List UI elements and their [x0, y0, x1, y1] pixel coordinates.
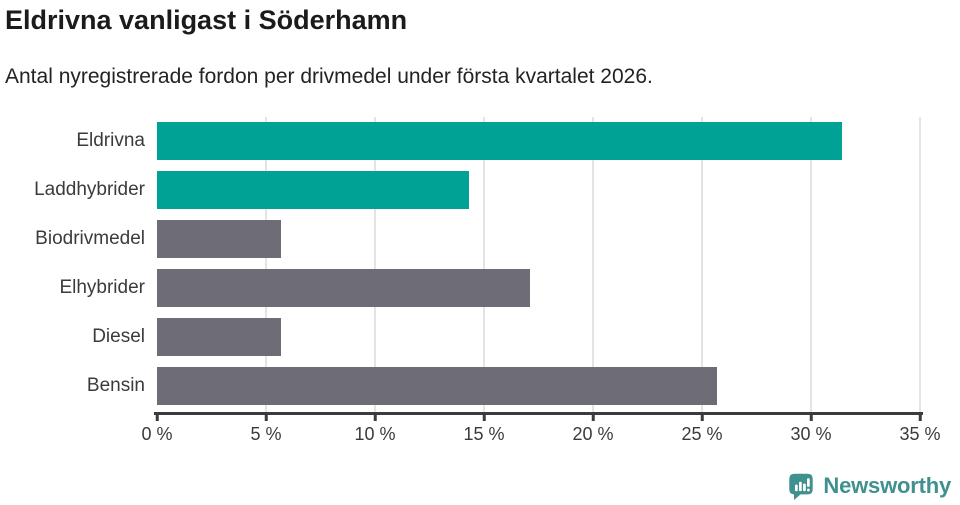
bar-diesel — [157, 317, 282, 356]
newsworthy-logo-icon — [789, 473, 814, 501]
x-axis-tick — [155, 414, 159, 421]
x-axis-tick — [264, 414, 268, 421]
brand-footer: Newsworthy — [786, 470, 951, 501]
bar-track — [157, 268, 920, 307]
x-axis-tick — [373, 414, 377, 421]
bar-eldrivna — [157, 122, 842, 161]
x-axis-tick-label: 0 % — [141, 424, 173, 444]
bar-row: Diesel — [0, 312, 920, 361]
x-axis-tick — [482, 414, 486, 421]
gridline — [265, 117, 267, 412]
gridline — [919, 117, 921, 412]
x-axis-tick-label: 15 % — [463, 424, 505, 444]
gridline — [483, 117, 485, 412]
y-axis-label: Laddhybrider — [34, 179, 145, 201]
bar-track — [157, 122, 920, 161]
bar-rows: Eldrivna Laddhybrider Biodrivmedel Elhybrid… — [0, 117, 920, 410]
gridline — [592, 117, 594, 412]
y-axis-label: Diesel — [92, 325, 145, 347]
y-axis-label: Elhybrider — [59, 276, 145, 298]
gridline — [701, 117, 703, 412]
x-axis-line — [154, 412, 923, 415]
x-axis: 0 % 5 % 10 % 15 % 20 % 25 % 30 % 35 % — [141, 412, 941, 462]
x-axis-tick — [591, 414, 595, 421]
bar-row: Eldrivna — [0, 117, 920, 166]
bar-row: Elhybrider — [0, 263, 920, 312]
bar-laddhybrider — [157, 171, 469, 210]
bar-elhybrider — [157, 268, 530, 307]
x-axis-tick — [809, 414, 813, 421]
x-axis-tick-label: 10 % — [354, 424, 396, 444]
bar-track — [157, 366, 920, 405]
bar-row: Laddhybrider — [0, 166, 920, 215]
bar-row: Bensin — [0, 361, 920, 410]
bar-row: Biodrivmedel — [0, 215, 920, 264]
bar-track — [157, 171, 920, 210]
x-axis-tick-label: 25 % — [681, 424, 723, 444]
chart-title: Eldrivna vanligast i Söderhamn — [5, 5, 408, 35]
x-axis-tick — [918, 414, 922, 421]
x-axis-tick-label: 30 % — [790, 424, 832, 444]
x-axis-tick-label: 35 % — [899, 424, 941, 444]
gridlines — [157, 117, 921, 412]
bar-biodrivmedel — [157, 220, 282, 259]
y-axis-label: Biodrivmedel — [35, 228, 145, 250]
gridline — [810, 117, 812, 412]
chart-subtitle: Antal nyregistrerade fordon per drivmede… — [5, 65, 653, 88]
x-axis-tick-label: 5 % — [250, 424, 282, 444]
gridline — [374, 117, 376, 412]
x-axis-tick-label: 20 % — [572, 424, 614, 444]
brand-name: Newsworthy — [823, 472, 951, 498]
bar-chart: Eldrivna Laddhybrider Biodrivmedel Elhybrid… — [0, 117, 960, 462]
y-axis-label: Bensin — [86, 374, 145, 396]
x-axis-tick — [700, 414, 704, 421]
bar-bensin — [157, 366, 718, 405]
bar-track — [157, 317, 920, 356]
y-axis-label: Eldrivna — [76, 130, 145, 152]
bar-track — [157, 220, 920, 259]
